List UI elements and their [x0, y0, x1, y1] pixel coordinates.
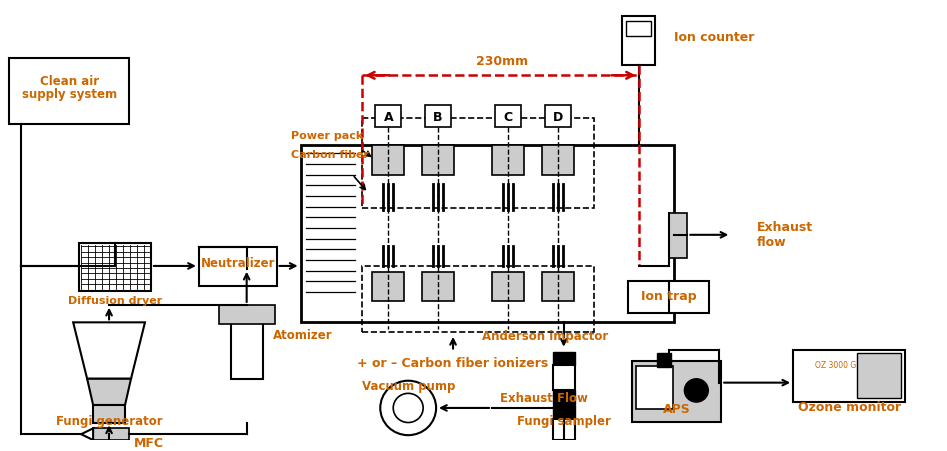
Bar: [363, 266, 594, 332]
Bar: [422, 272, 454, 301]
Bar: [553, 391, 575, 404]
Bar: [657, 354, 671, 367]
Bar: [199, 248, 277, 286]
Text: Diffusion dryer: Diffusion dryer: [68, 296, 162, 306]
Bar: [621, 16, 655, 64]
Text: Atomizer: Atomizer: [273, 330, 332, 342]
Text: Vacuum pump: Vacuum pump: [362, 380, 455, 393]
Bar: [857, 354, 901, 398]
Bar: [9, 58, 129, 124]
Bar: [553, 365, 575, 391]
Text: APS: APS: [663, 403, 690, 416]
Bar: [491, 272, 524, 301]
Bar: [628, 281, 709, 313]
Text: Power pack: Power pack: [291, 131, 363, 141]
Text: Clean air: Clean air: [40, 75, 98, 87]
Text: B: B: [434, 110, 443, 124]
Bar: [635, 366, 673, 409]
Bar: [300, 145, 674, 322]
Text: Fungi generator: Fungi generator: [56, 415, 162, 428]
Polygon shape: [87, 379, 131, 405]
Bar: [425, 106, 451, 127]
Bar: [372, 272, 404, 301]
Text: C: C: [504, 110, 512, 124]
Bar: [545, 106, 571, 127]
Text: Ozone monitor: Ozone monitor: [798, 401, 902, 414]
Text: A: A: [384, 110, 393, 124]
Bar: [80, 243, 151, 291]
Text: 230mm: 230mm: [475, 55, 528, 68]
Bar: [219, 305, 275, 324]
Text: Exhaust Flow: Exhaust Flow: [500, 392, 588, 405]
Circle shape: [393, 393, 423, 423]
Circle shape: [685, 379, 708, 402]
Text: flow: flow: [758, 236, 787, 249]
Bar: [542, 272, 574, 301]
Bar: [670, 213, 688, 258]
Bar: [363, 118, 594, 207]
Text: D: D: [553, 110, 563, 124]
Bar: [542, 145, 574, 175]
Text: OZ 3000 G: OZ 3000 G: [815, 361, 856, 370]
Bar: [632, 361, 722, 422]
Bar: [372, 145, 404, 175]
Text: Fungi sampler: Fungi sampler: [517, 415, 611, 428]
Text: Neutralizer: Neutralizer: [201, 258, 275, 271]
Text: Ion counter: Ion counter: [674, 31, 755, 44]
Text: + or – Carbon fiber ionizers: + or – Carbon fiber ionizers: [357, 357, 548, 370]
Bar: [553, 405, 575, 419]
Bar: [231, 320, 262, 379]
Bar: [793, 350, 904, 402]
Bar: [375, 106, 402, 127]
Polygon shape: [73, 322, 145, 379]
Bar: [553, 419, 575, 440]
Bar: [422, 145, 454, 175]
Polygon shape: [81, 428, 93, 440]
Bar: [626, 21, 652, 37]
Text: Ion trap: Ion trap: [640, 290, 696, 303]
Text: Exhaust: Exhaust: [758, 221, 813, 234]
Text: Anderson impactor: Anderson impactor: [482, 331, 608, 343]
Bar: [553, 351, 575, 365]
Bar: [93, 428, 129, 440]
Bar: [93, 405, 125, 423]
Text: MFC: MFC: [134, 437, 164, 451]
Bar: [495, 106, 521, 127]
Text: Carbon fiber: Carbon fiber: [291, 150, 368, 160]
Bar: [491, 145, 524, 175]
Circle shape: [381, 381, 437, 435]
Text: supply system: supply system: [22, 88, 116, 101]
